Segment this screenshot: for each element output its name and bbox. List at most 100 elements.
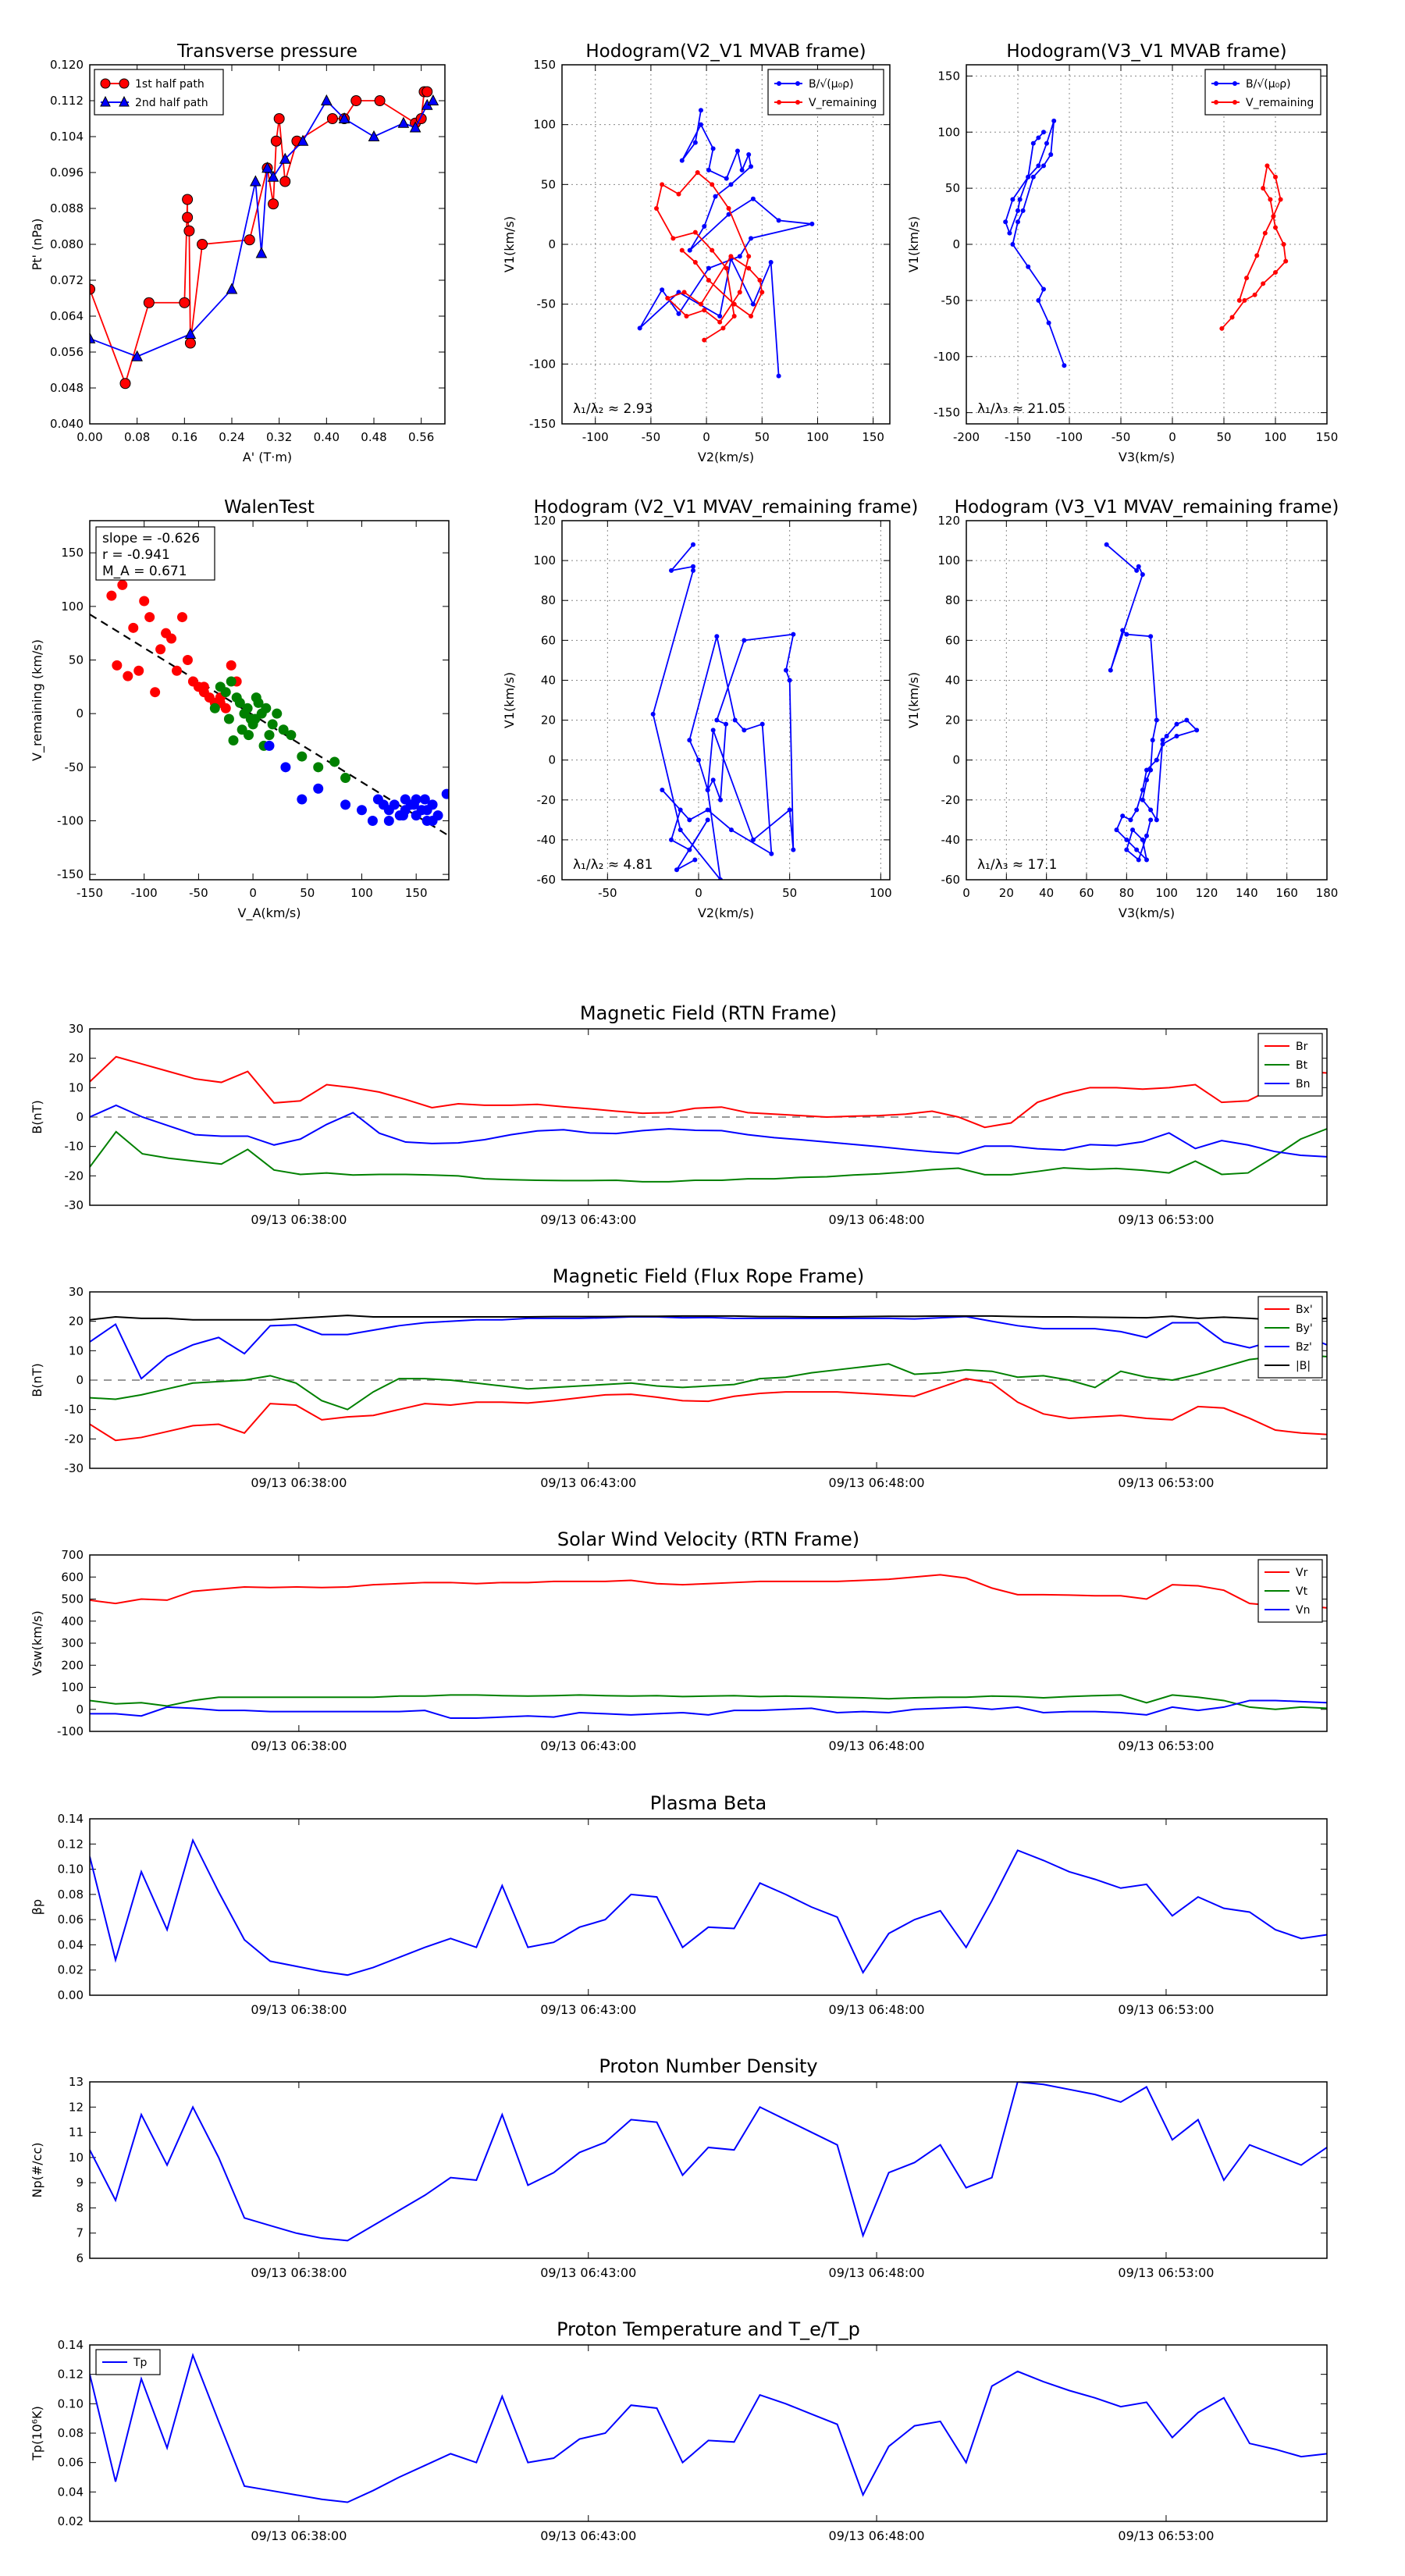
data-point: [383, 815, 394, 826]
y-tick-label: 0: [76, 1703, 84, 1717]
x-tick-label: 80: [1119, 886, 1134, 900]
data-point: [687, 817, 692, 823]
legend-label: Bx': [1296, 1304, 1313, 1316]
data-point: [749, 164, 754, 169]
data-point: [184, 337, 196, 349]
chart-title: WalenTest: [224, 497, 315, 518]
data-point: [676, 311, 681, 316]
data-point: [250, 713, 261, 724]
x-tick-label: 09/13 06:43:00: [540, 1738, 636, 1753]
legend-marker: [1232, 81, 1237, 86]
y-axis-label: V1(km/s): [906, 216, 921, 272]
data-point: [313, 762, 324, 773]
y-tick-label: 20: [69, 1051, 84, 1066]
data-point: [1219, 326, 1225, 331]
y-tick-label: 13: [69, 2075, 84, 2089]
axes-frame: [89, 520, 450, 881]
data-point: [367, 815, 378, 826]
y-tick-label: 150: [61, 546, 84, 560]
data-point: [737, 254, 742, 259]
series-By'-line: [90, 1354, 1327, 1411]
y-tick-label: 7: [76, 2226, 84, 2240]
data-point: [1041, 163, 1046, 169]
series-B-line: [638, 110, 813, 376]
data-point: [182, 194, 194, 205]
panel-beta: 0.00 0.02 0.04 0.06 0.08 0.10 0.12 0.14 09/13 06…: [30, 1792, 1328, 2017]
x-tick-label: 0.00: [76, 430, 102, 444]
data-point: [728, 254, 734, 259]
x-tick-label: 150: [862, 430, 884, 444]
data-point: [674, 867, 679, 873]
data-point: [255, 247, 268, 258]
plot-area: [90, 2353, 1327, 2503]
data-point: [268, 198, 279, 210]
data-point: [1174, 721, 1179, 727]
data-point: [244, 234, 255, 246]
data-point: [1244, 276, 1250, 281]
y-tick-label: 400: [61, 1614, 84, 1628]
series-Vr-line: [90, 1574, 1327, 1609]
y-tick-label: -40: [537, 833, 557, 847]
y-axis-label: Pt' (nPa): [30, 219, 44, 271]
panel-walen: -150 -100 -50 0 50 100 150 -150 -100 -50 0 50 100 150…: [30, 497, 450, 921]
data-point: [1154, 817, 1159, 823]
data-point: [1154, 717, 1159, 723]
data-point: [713, 194, 718, 199]
data-point: [297, 751, 308, 762]
data-point: [278, 724, 289, 735]
data-point: [1262, 230, 1268, 236]
y-tick-label: 0.064: [50, 309, 84, 323]
data-point: [1136, 857, 1141, 863]
legend-marker: [119, 95, 130, 107]
legend-box: [1204, 69, 1321, 116]
data-point: [400, 794, 411, 805]
y-tick-label: 0: [952, 237, 960, 251]
y-axis-label: V1(km/s): [502, 672, 517, 728]
x-tick-label: 09/13 06:53:00: [1118, 1475, 1214, 1490]
data-point: [368, 130, 380, 141]
legend-label: Vn: [1296, 1604, 1310, 1617]
legend-marker: [795, 100, 800, 105]
data-point: [1140, 837, 1145, 842]
legend-label: |B|: [1296, 1360, 1311, 1372]
y-tick-label: -20: [941, 793, 961, 807]
data-point: [650, 711, 656, 717]
series-Np-line: [90, 2082, 1327, 2242]
x-tick-label: -50: [189, 886, 208, 900]
data-point: [750, 196, 756, 201]
data-point: [267, 719, 278, 730]
chart-title: Hodogram(V3_V1 MVAB frame): [1006, 41, 1286, 62]
data-point: [297, 134, 309, 146]
panel-h31r: 0 20 40 60 80 100 120 140 160 180 -60 -40 -20 0 20 40 60…: [906, 497, 1339, 920]
eigenvalue-ratio-label: λ₁/λ₂ ≈ 4.81: [573, 857, 653, 873]
x-tick-label: 09/13 06:43:00: [540, 2002, 636, 2017]
series-Bn-line: [90, 1104, 1327, 1158]
data-point: [1140, 572, 1145, 577]
y-axis-label: Np(#/cc): [30, 2143, 44, 2198]
x-tick-label: 09/13 06:43:00: [540, 1475, 636, 1490]
data-point: [742, 638, 747, 643]
chart-title: Magnetic Field (Flux Rope Frame): [553, 1265, 864, 1287]
data-point: [739, 167, 745, 173]
data-point: [329, 756, 340, 767]
x-tick-label: 09/13 06:53:00: [1118, 2265, 1214, 2280]
x-tick-label: 60: [1079, 886, 1094, 900]
series-Tp-line: [90, 2353, 1327, 2503]
data-point: [90, 332, 96, 343]
data-point: [144, 612, 155, 623]
data-point: [751, 837, 756, 842]
legend-marker: [1214, 81, 1218, 86]
y-tick-label: 0.10: [58, 2396, 84, 2411]
legend-label: Bz': [1296, 1341, 1312, 1354]
data-point: [710, 182, 715, 187]
data-point: [678, 827, 683, 833]
data-point: [198, 681, 209, 692]
fit-line: [90, 614, 449, 837]
y-tick-label: 6: [76, 2251, 84, 2265]
y-axis-label: Tp(10⁶K): [30, 2406, 44, 2461]
y-tick-label: -50: [941, 294, 961, 308]
axes-frame: [89, 1554, 1328, 1732]
data-point: [660, 287, 665, 293]
x-tick-label: -50: [598, 886, 617, 900]
